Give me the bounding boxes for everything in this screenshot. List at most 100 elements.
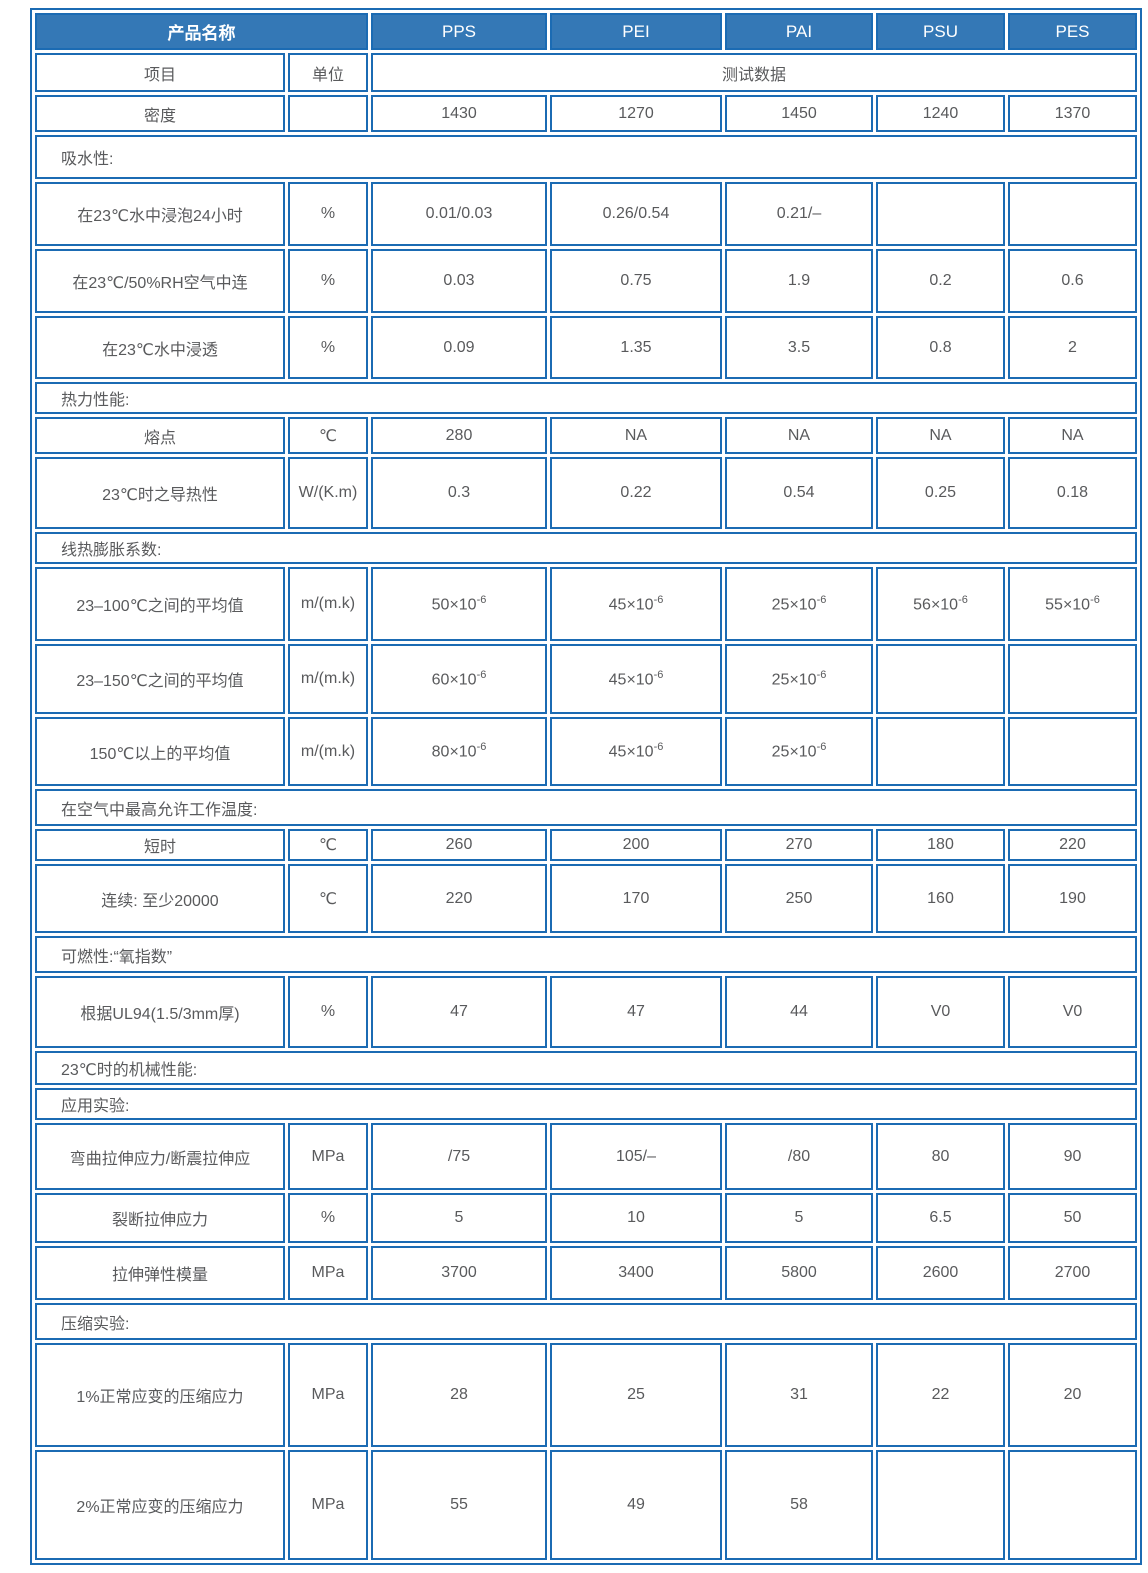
value-cell xyxy=(876,644,1005,714)
section-label: 压缩实验: xyxy=(35,1303,1137,1340)
value-cell: 0.3 xyxy=(371,457,547,529)
value-cell: 47 xyxy=(371,976,547,1048)
table-row: 在23℃水中浸透% 0.09 1.35 3.5 0.8 2 xyxy=(35,316,1137,379)
value-cell: 0.18 xyxy=(1008,457,1137,529)
value-cell: 220 xyxy=(371,864,547,933)
product-column-header-pps: PPS xyxy=(371,13,547,50)
value-cell: 47 xyxy=(550,976,722,1048)
value-cell: 2700 xyxy=(1008,1246,1137,1300)
value-cell: 45×10-6 xyxy=(550,644,722,714)
value-cell: 0.25 xyxy=(876,457,1005,529)
row-label-cell: 拉伸弹性模量 xyxy=(35,1246,285,1300)
section-row: 23℃时的机械性能: xyxy=(35,1051,1137,1085)
product-header-row: 产品名称 PPS PEI PAI PSU PES xyxy=(35,13,1137,50)
value-cell: 160 xyxy=(876,864,1005,933)
section-row: 压缩实验: xyxy=(35,1303,1137,1340)
table-row: 短时 ℃ 260 200 270 180 220 xyxy=(35,829,1137,861)
table-row: 23–100℃之间的平均值 m/(m.k) 50×10-6 45×10-6 25×10-… xyxy=(35,567,1137,641)
value-cell: NA xyxy=(1008,417,1137,454)
table-row: 23–150℃之间的平均值 m/(m.k) 60×10-6 45×10-6 25×10-… xyxy=(35,644,1137,714)
value-cell: V0 xyxy=(876,976,1005,1048)
value-cell: 0.22 xyxy=(550,457,722,529)
unit-cell: % xyxy=(288,1193,368,1243)
section-row: 热力性能: xyxy=(35,382,1137,414)
row-label-cell: 裂断拉伸应力 xyxy=(35,1193,285,1243)
value-cell: 1270 xyxy=(550,95,722,132)
value-cell: 2 xyxy=(1008,316,1137,379)
value-cell: 250 xyxy=(725,864,873,933)
unit-cell: ℃ xyxy=(288,864,368,933)
section-label: 23℃时的机械性能: xyxy=(35,1051,1137,1085)
row-label-cell: 在23℃水中浸透 xyxy=(35,316,285,379)
unit-cell: % xyxy=(288,316,368,379)
table-row: 150℃以上的平均值 m/(m.k) 80×10-6 45×10-6 25×10-6 xyxy=(35,717,1137,786)
value-cell: V0 xyxy=(1008,976,1137,1048)
value-cell: 50×10-6 xyxy=(371,567,547,641)
table-row: 在23℃水中浸泡24小时% 0.01/0.03 0.26/0.54 0.21/– xyxy=(35,182,1137,246)
row-label-cell: 根据UL94(1.5/3mm厚) xyxy=(35,976,285,1048)
table-row: 23℃时之导热性 W/(K.m) 0.3 0.22 0.54 0.25 0.18 xyxy=(35,457,1137,529)
value-cell: 5 xyxy=(725,1193,873,1243)
value-cell: 60×10-6 xyxy=(371,644,547,714)
unit-cell: MPa xyxy=(288,1450,368,1560)
value-cell xyxy=(1008,717,1137,786)
row-label-cell: 23–100℃之间的平均值 xyxy=(35,567,285,641)
value-cell: 3700 xyxy=(371,1246,547,1300)
value-cell: 5 xyxy=(371,1193,547,1243)
value-cell: 6.5 xyxy=(876,1193,1005,1243)
section-label: 应用实验: xyxy=(35,1088,1137,1120)
table-row: 熔点 ℃ 280 NA NA NA NA xyxy=(35,417,1137,454)
value-cell xyxy=(1008,1450,1137,1560)
value-cell: NA xyxy=(550,417,722,454)
value-cell: /75 xyxy=(371,1123,547,1190)
value-cell: 0.8 xyxy=(876,316,1005,379)
value-cell: 58 xyxy=(725,1450,873,1560)
value-cell: 80 xyxy=(876,1123,1005,1190)
value-cell: 190 xyxy=(1008,864,1137,933)
product-column-header-psu: PSU xyxy=(876,13,1005,50)
unit-cell: MPa xyxy=(288,1123,368,1190)
value-cell: 280 xyxy=(371,417,547,454)
table-row: 在23℃/50%RH空气中连% 0.03 0.75 1.9 0.2 0.6 xyxy=(35,249,1137,313)
value-cell: 25 xyxy=(550,1343,722,1447)
value-cell: 0.6 xyxy=(1008,249,1137,313)
section-row: 应用实验: xyxy=(35,1088,1137,1120)
value-cell: 55 xyxy=(371,1450,547,1560)
section-label: 在空气中最高允许工作温度: xyxy=(35,789,1137,826)
value-cell: 1.9 xyxy=(725,249,873,313)
material-properties-table: 产品名称 PPS PEI PAI PSU PES 项目 单位 测试数据 密度 14… xyxy=(30,8,1142,1565)
value-cell: 260 xyxy=(371,829,547,861)
table-row: 1%正常应变的压缩应力 MPa 28 25 31 22 20 xyxy=(35,1343,1137,1447)
row-label-cell: 弯曲拉伸应力/断震拉伸应 xyxy=(35,1123,285,1190)
value-cell: /80 xyxy=(725,1123,873,1190)
unit-cell: % xyxy=(288,976,368,1048)
section-label: 可燃性:“氧指数” xyxy=(35,936,1137,973)
table-row: 裂断拉伸应力% 5 10 5 6.5 50 xyxy=(35,1193,1137,1243)
value-cell: 31 xyxy=(725,1343,873,1447)
value-cell: 3400 xyxy=(550,1246,722,1300)
test-data-header-cell: 测试数据 xyxy=(371,53,1137,92)
value-cell: 200 xyxy=(550,829,722,861)
value-cell: 1370 xyxy=(1008,95,1137,132)
row-label-cell: 在23℃/50%RH空气中连 xyxy=(35,249,285,313)
value-cell: 1450 xyxy=(725,95,873,132)
row-label-cell: 连续: 至少20000 xyxy=(35,864,285,933)
value-cell xyxy=(876,182,1005,246)
value-cell: 28 xyxy=(371,1343,547,1447)
value-cell: 55×10-6 xyxy=(1008,567,1137,641)
section-label: 吸水性: xyxy=(35,135,1137,179)
table-row: 连续: 至少20000 ℃ 220 170 250 160 190 xyxy=(35,864,1137,933)
value-cell: 25×10-6 xyxy=(725,644,873,714)
table-row: 2%正常应变的压缩应力 MPa 55 49 58 xyxy=(35,1450,1137,1560)
value-cell: 20 xyxy=(1008,1343,1137,1447)
table-row: 弯曲拉伸应力/断震拉伸应 MPa/75 105/–/80 80 90 xyxy=(35,1123,1137,1190)
unit-cell: m/(m.k) xyxy=(288,567,368,641)
row-label-cell: 150℃以上的平均值 xyxy=(35,717,285,786)
value-cell: 80×10-6 xyxy=(371,717,547,786)
value-cell: 0.01/0.03 xyxy=(371,182,547,246)
value-cell: 0.75 xyxy=(550,249,722,313)
section-row: 在空气中最高允许工作温度: xyxy=(35,789,1137,826)
unit-cell: % xyxy=(288,249,368,313)
section-row: 线热膨胀系数: xyxy=(35,532,1137,564)
value-cell: 22 xyxy=(876,1343,1005,1447)
